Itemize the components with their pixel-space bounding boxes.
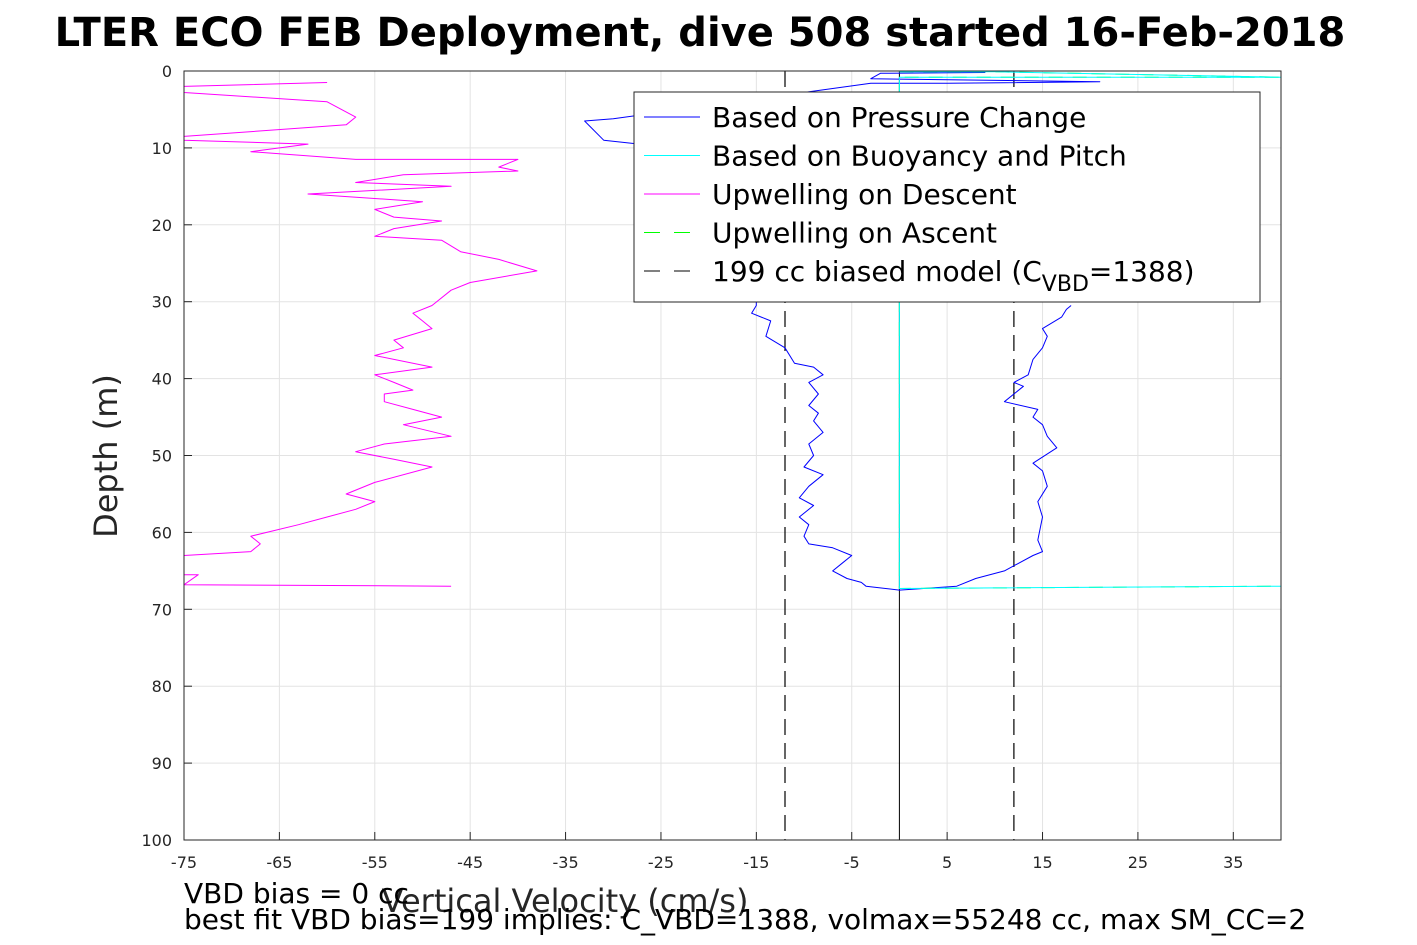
legend-label-main: 199 cc biased model (C	[712, 255, 1042, 288]
legend-label-upwelling_descent: Upwelling on Descent	[712, 178, 1017, 211]
legend-label-pressure: Based on Pressure Change	[712, 101, 1086, 134]
x-axis-label: Vertical Velocity (cm/s)	[382, 882, 749, 920]
legend: Based on Pressure Change Based on Buoyanc…	[633, 91, 1261, 303]
series-line-pressure	[584, 72, 1101, 591]
x-tick-label: -5	[844, 853, 860, 872]
legend-label-upwelling_ascent: Upwelling on Ascent	[712, 217, 997, 250]
series-line-buoyancy	[898, 71, 1281, 589]
legend-label-tail: =1388)	[1089, 255, 1195, 288]
x-tick-label: 35	[1223, 853, 1243, 872]
y-tick-label: 10	[152, 139, 172, 158]
legend-box	[633, 91, 1261, 303]
x-tick-label: 15	[1032, 853, 1052, 872]
y-axis-label: Depth (m)	[87, 374, 125, 538]
y-tick-label: 0	[162, 62, 172, 81]
x-tick-label: -25	[648, 853, 674, 872]
x-tick-label: -45	[457, 853, 483, 872]
note-best-fit: best fit VBD bias=199 implies: C_VBD=138…	[184, 903, 1306, 936]
x-tick-label: -55	[362, 853, 388, 872]
x-tick-label: -65	[266, 853, 292, 872]
note-vbd-bias: VBD bias = 0 cc	[184, 877, 409, 910]
y-tick-label: 30	[152, 293, 172, 312]
y-tick-label: 90	[152, 754, 172, 773]
y-tick-label: 40	[152, 370, 172, 389]
legend-label-buoyancy: Based on Buoyancy and Pitch	[712, 140, 1127, 173]
x-tick-label: 5	[942, 853, 952, 872]
y-tick-label: 20	[152, 216, 172, 235]
legend-label-model: 199 cc biased model (CVBD=1388)	[712, 255, 1195, 297]
y-tick-label: 70	[152, 600, 172, 619]
y-tick-label: 80	[152, 677, 172, 696]
legend-label-subscript: VBD	[1042, 272, 1089, 297]
x-tick-label: -15	[743, 853, 769, 872]
series-line-upwelling_descent	[184, 82, 538, 587]
y-tick-label: 60	[152, 523, 172, 542]
y-tick-label: 100	[141, 831, 172, 850]
x-tick-label: -35	[552, 853, 578, 872]
chart-title: LTER ECO FEB Deployment, dive 508 starte…	[55, 10, 1346, 56]
x-tick-label: 25	[1128, 853, 1148, 872]
y-tick-label: 50	[152, 447, 172, 466]
ticks: -75 -65 -55 -45 -35 -25 -15 -5 5 15 25 350102030405…	[141, 62, 1243, 872]
x-tick-label: -75	[171, 853, 197, 872]
